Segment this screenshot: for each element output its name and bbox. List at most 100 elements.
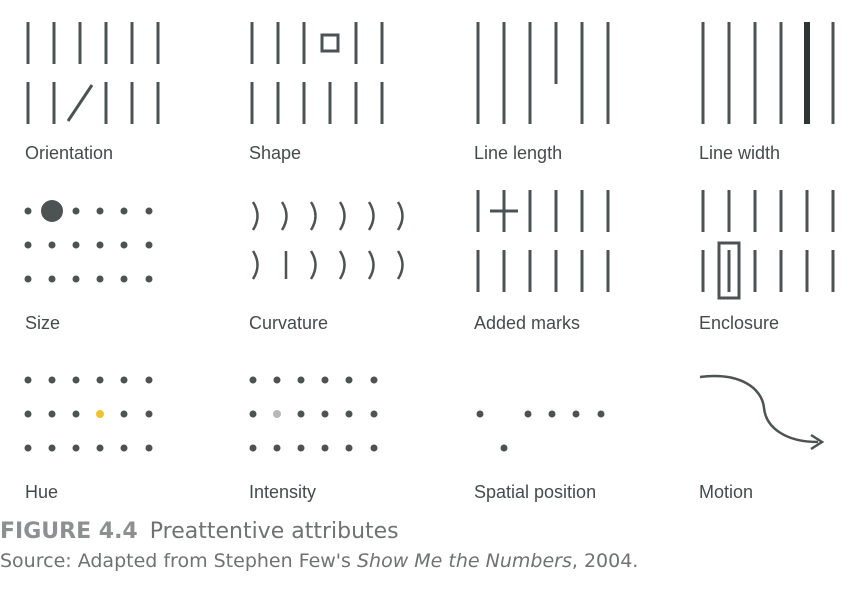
line-length-panel: Line length [474,22,610,163]
dot [145,444,153,452]
panel-label-spatial-position: Spatial position [474,482,596,502]
dot [370,410,378,418]
dot [72,410,80,418]
dot [120,207,128,215]
dot [145,207,153,215]
panel-label-size: Size [25,313,60,333]
dot [597,410,605,418]
mark-line [251,250,259,280]
panel-label-added-marks: Added marks [474,313,580,333]
dot [72,241,80,249]
dot [145,275,153,283]
dot [476,410,484,418]
mark-line [251,201,259,231]
panel-label-shape: Shape [249,143,301,163]
intensity-panel: Intensity [249,376,378,502]
mark-line [367,250,375,280]
dot [345,376,353,384]
dot [24,241,32,249]
panel-label-orientation: Orientation [25,143,113,163]
motion-panel: Motion [699,374,825,502]
panel-label-hue: Hue [25,482,58,502]
panel-label-line-width: Line width [699,143,780,163]
dot [297,444,305,452]
source-book-title: Show Me the Numbers [356,550,572,572]
dot [72,275,80,283]
dot [120,275,128,283]
dot [72,207,80,215]
orientation-panel: Orientation [25,22,160,163]
panel-label-enclosure: Enclosure [699,313,779,333]
added-marks-panel: Added marks [474,190,610,333]
panel-label-curvature: Curvature [249,313,328,333]
dot [297,410,305,418]
dot [572,410,580,418]
large-dot [41,200,63,222]
figure-caption: FIGURE 4.4 Preattentive attributes Source… [0,519,856,572]
source-suffix: , 2004. [571,550,639,572]
dot [120,241,128,249]
dot [24,207,32,215]
figure-title: Preattentive attributes [149,519,399,544]
offset-dot [500,444,508,452]
dot [273,444,281,452]
dot [48,376,56,384]
motion-arrow-path [699,374,819,444]
hue-panel: Hue [24,376,153,502]
dot [24,444,32,452]
size-panel: Size [24,200,153,333]
hue-highlight-dot [96,410,104,418]
figure-number: FIGURE 4.4 [0,519,138,544]
dot [321,444,329,452]
source-prefix: Source: Adapted from Stephen Few's [0,550,357,572]
dot [249,410,257,418]
dot [48,275,56,283]
mark-line [309,201,317,231]
caption-source-line: Source: Adapted from Stephen Few's Show … [0,550,856,572]
dot [120,410,128,418]
enclosure-box [717,241,741,300]
dot [96,241,104,249]
square-shape [320,33,340,53]
line-width-panel: Line width [699,22,835,163]
mark-line [396,250,404,280]
dot [48,241,56,249]
mark-line [367,201,375,231]
dot [345,444,353,452]
dot [96,275,104,283]
dot [72,376,80,384]
dot [273,376,281,384]
mark-line [280,201,288,231]
dot [96,444,104,452]
panel-label-line-length: Line length [474,143,562,163]
mark-line [396,201,404,231]
dot [370,444,378,452]
curvature-panel: Curvature [249,201,404,333]
panel-label-motion: Motion [699,482,753,502]
dot [145,241,153,249]
shape-panel: Shape [249,22,384,163]
mark-line [338,201,346,231]
intensity-highlight-dot [273,410,281,418]
dot [96,376,104,384]
panel-label-intensity: Intensity [249,482,316,502]
spatial-position-panel: Spatial position [474,410,605,502]
dot [321,410,329,418]
dot [145,376,153,384]
mark-line [309,250,317,280]
dot [120,444,128,452]
enclosure-panel: Enclosure [699,190,835,333]
dot [48,410,56,418]
dot [249,376,257,384]
dot [72,444,80,452]
dot [321,376,329,384]
dot [249,444,257,452]
dot [297,376,305,384]
mark-line [338,250,346,280]
dot [145,410,153,418]
caption-title-line: FIGURE 4.4 Preattentive attributes [0,519,856,544]
dot [345,410,353,418]
dot [24,275,32,283]
dot [96,207,104,215]
tilted-line [66,84,94,122]
